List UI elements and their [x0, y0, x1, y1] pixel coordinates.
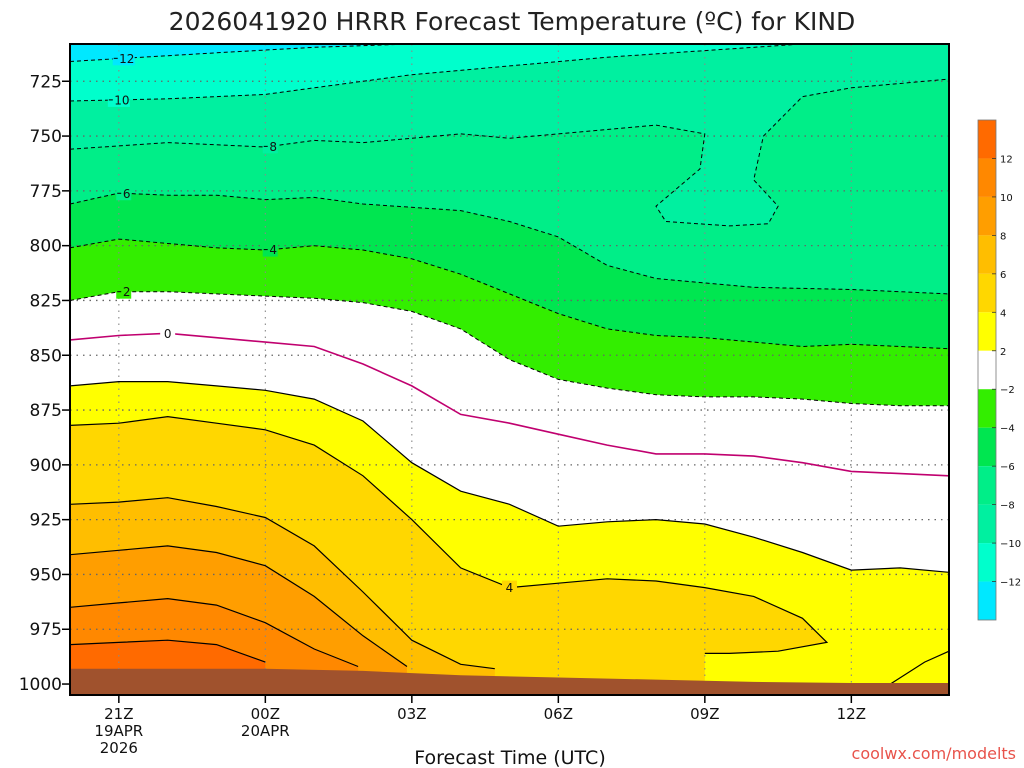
colorbar-swatch: [978, 504, 996, 544]
colorbar-label: −12: [1000, 578, 1021, 589]
colorbar-swatch: [978, 196, 996, 236]
y-axis-ticks: 725 750 775 800 825 850 875 900 925 950 975 1000: [19, 72, 70, 695]
isotherm-12: [70, 639, 266, 663]
isotherm-label-bg: [262, 242, 278, 257]
isotherm--4: [70, 238, 949, 350]
colorbar-swatch: [978, 543, 996, 582]
chart-title: 2026041920 HRRR Forecast Temperature (ºC…: [169, 7, 856, 36]
colorbar-label: 8: [1000, 231, 1006, 242]
colorbar-swatch: [978, 581, 996, 620]
colorbar-label: −4: [1000, 424, 1015, 435]
colorbar-swatch: [978, 466, 996, 505]
isotherm-label-bg: [502, 580, 517, 595]
colorbar-label: −10: [1000, 539, 1021, 550]
ground-fill: [70, 668, 949, 695]
y-tick-label: 850: [30, 346, 62, 366]
isotherm-label: 2: [123, 285, 131, 299]
isotherm-label: 4: [269, 243, 277, 257]
isotherm-lines: [70, 44, 949, 685]
gridlines: [70, 44, 949, 695]
isotherm-label: 12: [119, 52, 134, 66]
plot-frame: [69, 43, 950, 696]
colorbar-swatch: [978, 389, 996, 428]
colorbar-label: 4: [1000, 308, 1006, 319]
isotherm-6: [70, 497, 495, 670]
colorbar-swatch: [978, 350, 996, 390]
isotherm-label-bg: [116, 284, 132, 299]
y-tick-label: 750: [30, 127, 62, 147]
isotherm-label: 0: [164, 327, 172, 341]
isotherm-label-bg: [107, 92, 130, 107]
isotherm-label: 4: [506, 581, 514, 595]
isotherm-label-bg: [262, 139, 278, 154]
x-tick-label: 20APR: [241, 722, 290, 740]
colorbar-legend: 12 10 8 6 4 2 −2 −4 −6 −8 −10 −12: [977, 119, 1021, 621]
y-tick-label: 775: [30, 182, 62, 202]
isotherm-10: [70, 597, 359, 668]
x-tick-label: 19APR: [94, 722, 143, 740]
colorbar-frame: [977, 119, 997, 621]
isotherm--12: [70, 44, 412, 62]
isotherm--8: [70, 78, 949, 227]
colorbar-label: 12: [1000, 154, 1013, 165]
colorbar-label: 10: [1000, 193, 1013, 204]
y-tick-label: 800: [30, 237, 62, 257]
ground-layer: [70, 668, 949, 695]
y-tick-label: 900: [30, 456, 62, 476]
isotherm-label: 10: [114, 93, 129, 107]
colorbar-label: 2: [1000, 347, 1006, 358]
y-tick-label: 950: [30, 565, 62, 585]
isotherm-labels: 12 10 8 6 4 2 0 4: [107, 51, 517, 595]
fill-warm-pocket: [890, 651, 949, 684]
x-axis-label: Forecast Time (UTC): [414, 747, 605, 768]
x-tick-label: 12Z: [837, 705, 866, 723]
y-tick-label: 875: [30, 401, 62, 421]
isotherm-0: [70, 332, 949, 477]
colorbar-swatch: [978, 158, 996, 197]
colorbar-swatch: [978, 427, 996, 467]
x-tick-label: 03Z: [397, 705, 426, 723]
isotherm-4: [70, 415, 829, 655]
x-tick-label: 2026: [100, 739, 138, 757]
colorbar-label: −2: [1000, 385, 1015, 396]
isotherm--6: [70, 192, 949, 295]
isotherm-label: 6: [123, 187, 131, 201]
y-tick-label: 825: [30, 291, 62, 311]
isotherm--2: [70, 291, 949, 407]
isotherm-2: [70, 381, 949, 573]
x-tick-label: 06Z: [544, 705, 573, 723]
temperature-fill-layer: [70, 44, 949, 695]
y-tick-label: 725: [30, 72, 62, 92]
isotherm-label-bg: [116, 186, 132, 201]
isotherm--10: [70, 44, 803, 102]
x-tick-label: 00Z: [251, 705, 280, 723]
isotherm-2: [890, 650, 949, 685]
colorbar-label: 6: [1000, 270, 1006, 281]
colorbar-swatch: [978, 120, 996, 159]
x-tick-label: 09Z: [690, 705, 719, 723]
isotherm-label: 8: [269, 140, 277, 154]
colorbar-label: −8: [1000, 501, 1015, 512]
isotherm-label-bg: [160, 326, 176, 341]
colorbar-swatch: [978, 235, 996, 274]
colorbar-label: −6: [1000, 462, 1015, 473]
isotherm-8: [70, 545, 408, 667]
isotherm-label-bg: [112, 51, 135, 66]
y-tick-label: 925: [30, 511, 62, 531]
y-tick-label: 1000: [19, 675, 62, 695]
y-tick-label: 975: [30, 620, 62, 640]
x-tick-label: 21Z: [104, 705, 133, 723]
colorbar-swatch: [978, 312, 996, 351]
colorbar-swatch: [978, 273, 996, 313]
credit-text: coolwx.com/modelts: [852, 744, 1016, 763]
